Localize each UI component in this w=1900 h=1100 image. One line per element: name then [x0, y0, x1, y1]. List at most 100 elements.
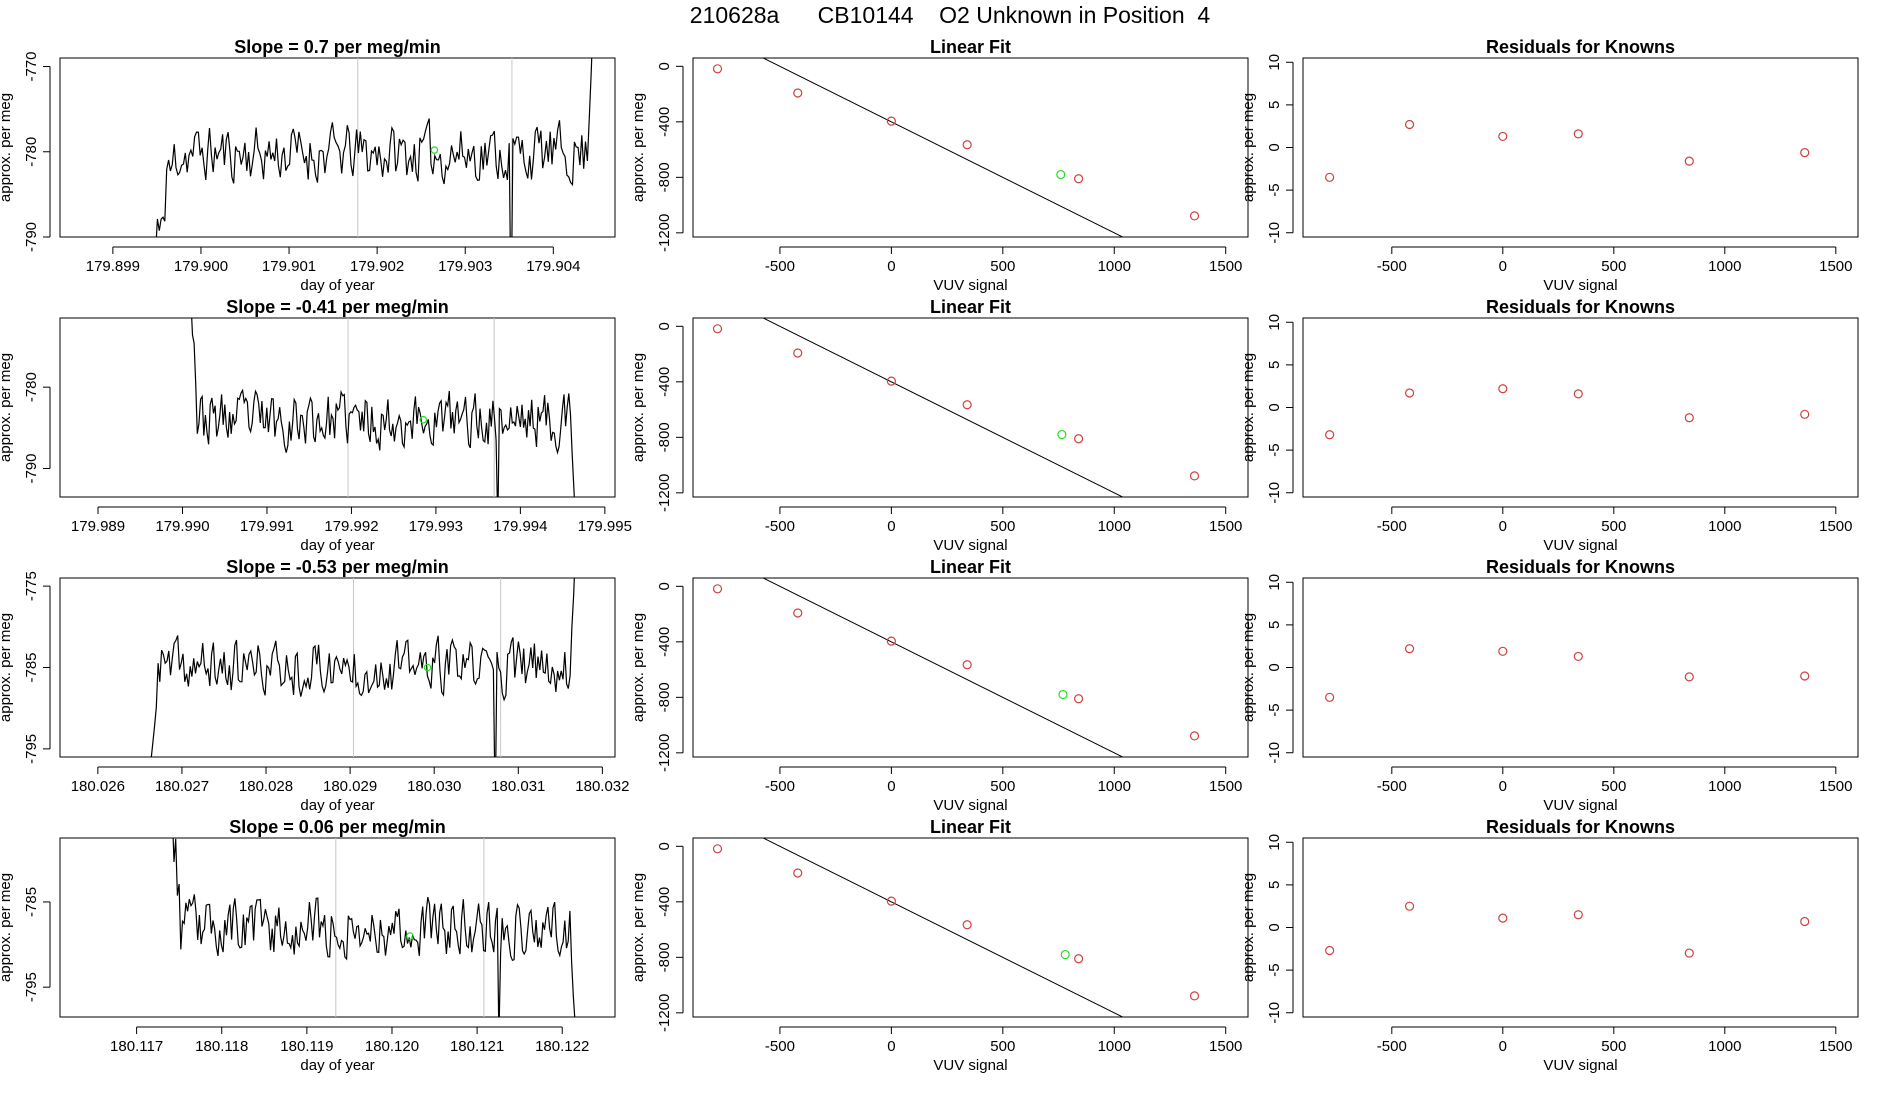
plot-frame: [692, 577, 1249, 758]
y-axis-label: approx. per meg: [630, 353, 647, 462]
plot-frame: [692, 837, 1249, 1018]
chart-panel-1-1: Slope = 0.7 per meg/min day of year approx…: [0, 37, 616, 294]
y-axis-label: approx. per meg: [1240, 873, 1257, 982]
x-tick-label: 179.901: [262, 258, 316, 275]
y-tick-label: -795: [23, 972, 40, 1002]
chart-title: Slope = 0.06 per meg/min: [229, 817, 446, 837]
x-tick-label: 179.904: [526, 258, 580, 275]
y-tick-label: -5: [1266, 963, 1283, 976]
known-point: [886, 896, 896, 906]
y-tick-label: -1200: [656, 214, 673, 252]
residual-point: [1325, 172, 1335, 182]
y-tick-label: -785: [23, 887, 40, 917]
known-point: [793, 88, 803, 98]
y-tick-label: 0: [1266, 143, 1283, 151]
residual-point: [1573, 129, 1583, 139]
chart-title: Linear Fit: [930, 297, 1011, 317]
x-tick-label: 0: [887, 518, 895, 535]
y-tick-label: -1200: [656, 474, 673, 512]
y-tick-label: 5: [1266, 621, 1283, 629]
plot-frame: [1302, 837, 1859, 1018]
residual-point: [1573, 651, 1583, 662]
y-tick-label: -10: [1266, 742, 1283, 764]
plot-frame: [59, 317, 616, 498]
x-tick-label: 500: [1601, 778, 1626, 795]
known-point: [962, 400, 972, 410]
chart-panel-2-1: Slope = -0.41 per meg/min day of year appr…: [0, 297, 632, 554]
y-tick-label: -1200: [656, 734, 673, 772]
y-tick-label: 10: [1266, 574, 1283, 591]
plot-frame: [1302, 57, 1859, 238]
fit-line: [762, 838, 1124, 1017]
y-tick-label: 0: [656, 582, 673, 590]
y-tick-label: -5: [1266, 183, 1283, 196]
residual-point: [1684, 672, 1694, 682]
unknown-point: [1060, 949, 1070, 960]
plot-area: [1325, 901, 1810, 958]
x-tick-label: -500: [765, 258, 795, 275]
plot-frame: [692, 57, 1249, 238]
residual-point: [1800, 671, 1810, 681]
chart-title: Slope = -0.41 per meg/min: [226, 297, 449, 317]
x-axis-label: VUV signal: [933, 277, 1007, 294]
x-tick-label: 0: [887, 778, 895, 795]
y-axis-label: approx. per meg: [0, 613, 14, 722]
residual-point: [1800, 916, 1810, 927]
x-tick-label: 1000: [1098, 1038, 1131, 1055]
residual-point: [1684, 156, 1694, 166]
x-tick-label: 180.027: [155, 778, 209, 795]
plot-area: [712, 318, 1200, 497]
x-axis-label: VUV signal: [1543, 1057, 1617, 1074]
y-tick-label: -10: [1266, 482, 1283, 504]
y-tick-label: -795: [23, 734, 40, 764]
known-point: [712, 584, 723, 594]
x-tick-label: 1000: [1098, 518, 1131, 535]
known-point: [712, 64, 723, 74]
y-tick-label: -800: [656, 682, 673, 712]
unknown-point: [1057, 429, 1067, 440]
plot-area: [1325, 384, 1810, 440]
fit-line: [762, 58, 1124, 237]
x-tick-label: 500: [990, 518, 1015, 535]
plot-frame: [59, 57, 616, 238]
x-tick-label: 180.032: [575, 778, 629, 795]
x-tick-label: 1500: [1819, 1038, 1852, 1055]
x-tick-label: 1500: [1819, 778, 1852, 795]
x-tick-label: 1000: [1708, 1038, 1741, 1055]
y-tick-label: -800: [656, 942, 673, 972]
x-tick-label: -500: [765, 518, 795, 535]
chart-panel-3-3: Residuals for Knowns VUV signal approx. pe…: [1240, 557, 1859, 814]
x-tick-label: 180.121: [450, 1038, 504, 1055]
chart-panel-4-3: Residuals for Knowns VUV signal approx. pe…: [1240, 817, 1859, 1074]
x-tick-label: 179.994: [493, 518, 547, 535]
y-tick-label: 10: [1266, 314, 1283, 331]
known-point: [886, 116, 896, 126]
residual-point: [1800, 409, 1810, 419]
page-title: 210628a CB10144 O2 Unknown in Position 4: [689, 2, 1211, 28]
x-tick-label: 180.119: [280, 1038, 333, 1055]
y-axis-label: approx. per meg: [0, 873, 14, 982]
chart-title: Residuals for Knowns: [1486, 37, 1675, 57]
x-tick-label: 1500: [1819, 518, 1852, 535]
x-tick-label: 180.029: [323, 778, 377, 795]
y-tick-label: -400: [656, 627, 673, 657]
chart-panel-2-2: Linear Fit VUV signal approx. per meg -500 0…: [630, 297, 1249, 554]
x-axis-label: day of year: [300, 797, 374, 814]
x-tick-label: 180.118: [195, 1038, 248, 1055]
y-tick-label: 0: [1266, 923, 1283, 931]
residual-point: [1404, 644, 1415, 654]
x-tick-label: 179.903: [438, 258, 492, 275]
x-tick-label: 500: [1601, 518, 1626, 535]
residual-point: [1684, 413, 1694, 423]
chart-title: Residuals for Knowns: [1486, 297, 1675, 317]
x-tick-label: 500: [990, 258, 1015, 275]
x-tick-label: 0: [1499, 778, 1507, 795]
chart-panel-4-2: Linear Fit VUV signal approx. per meg -500 0…: [630, 817, 1249, 1074]
x-tick-label: -500: [765, 1038, 795, 1055]
y-tick-label: 0: [656, 62, 673, 70]
known-point: [962, 660, 972, 670]
plot-frame: [59, 577, 616, 758]
known-point: [1189, 991, 1200, 1001]
known-point: [793, 868, 803, 878]
plot-frame: [1302, 317, 1859, 498]
